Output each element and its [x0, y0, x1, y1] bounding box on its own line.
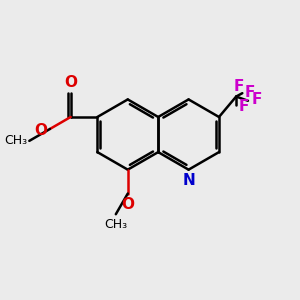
- Text: O: O: [35, 123, 48, 138]
- Text: F: F: [233, 79, 244, 94]
- Text: N: N: [182, 173, 195, 188]
- Text: O: O: [64, 75, 77, 90]
- Text: CH₃: CH₃: [104, 218, 128, 231]
- Text: F: F: [238, 99, 249, 114]
- Text: F: F: [252, 92, 262, 107]
- Text: F: F: [244, 85, 255, 100]
- Text: O: O: [121, 197, 134, 212]
- Text: CH₃: CH₃: [4, 134, 27, 147]
